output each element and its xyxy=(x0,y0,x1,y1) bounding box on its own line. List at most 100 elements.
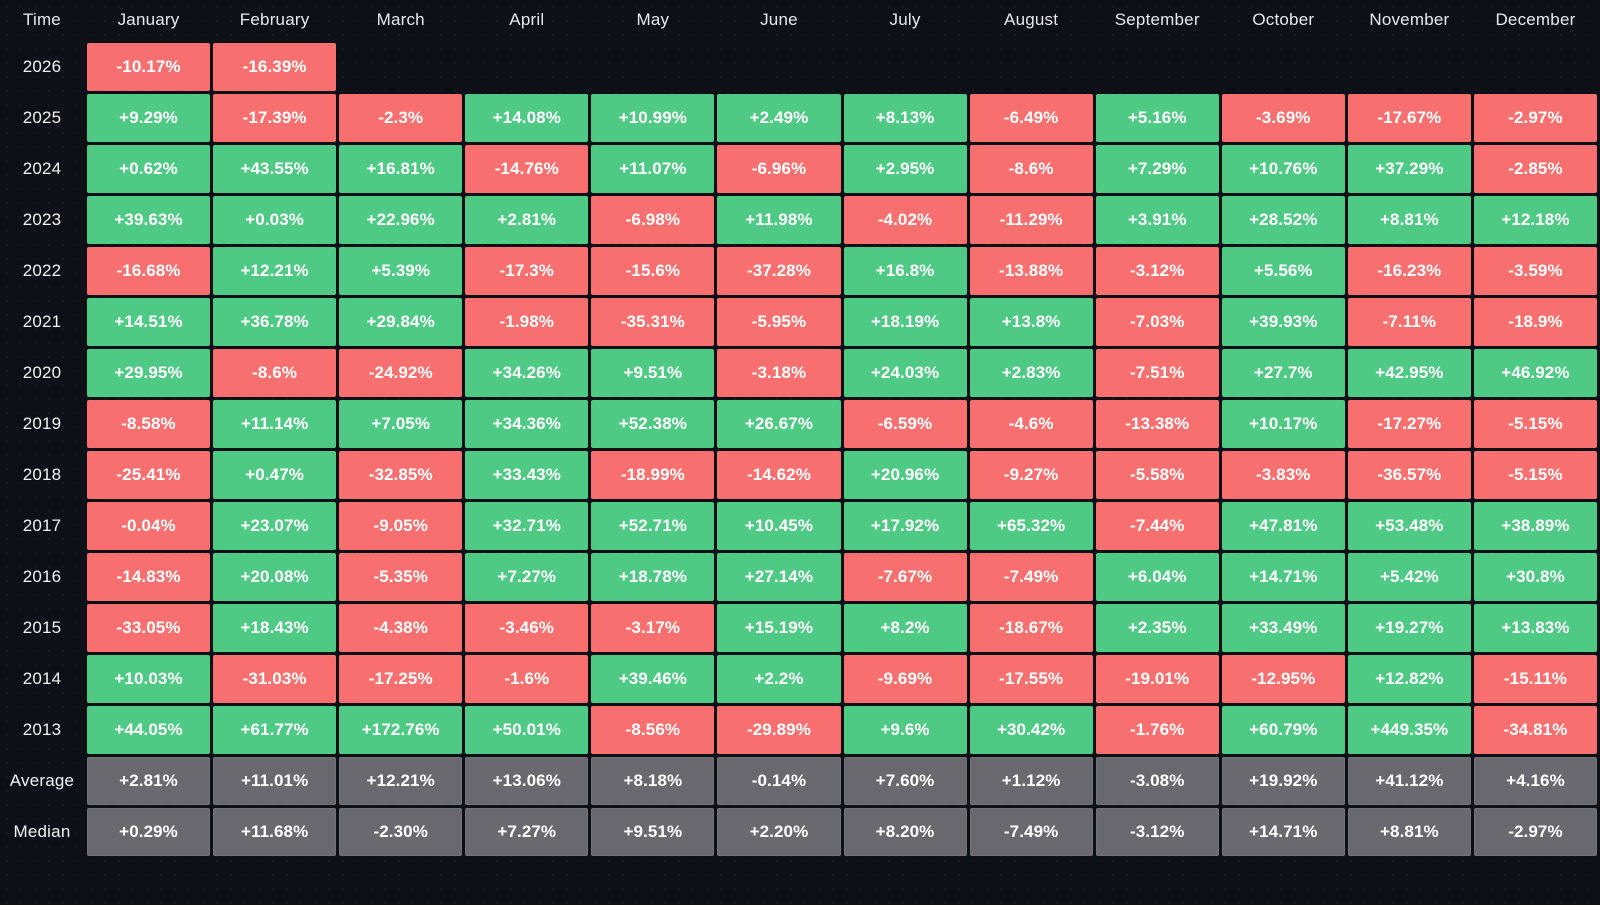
return-cell: -3.69% xyxy=(1221,94,1345,142)
return-cell: -31.03% xyxy=(213,655,337,703)
return-cell: +0.29% xyxy=(87,808,211,856)
return-cell: -25.41% xyxy=(87,451,211,499)
return-cell: +47.81% xyxy=(1221,502,1345,550)
return-cell: -3.18% xyxy=(717,349,841,397)
return-cell: +12.21% xyxy=(213,247,337,295)
return-cell: +24.03% xyxy=(843,349,967,397)
return-cell: -2.97% xyxy=(1473,808,1597,856)
month-header: December xyxy=(1495,10,1576,29)
return-cell: +2.20% xyxy=(717,808,841,856)
return-cell: -6.96% xyxy=(717,145,841,193)
return-cell: -7.49% xyxy=(969,808,1093,856)
row-label: 2022 xyxy=(22,261,62,280)
return-cell: +11.98% xyxy=(717,196,841,244)
return-cell: +11.68% xyxy=(213,808,337,856)
return-cell: -6.49% xyxy=(969,94,1093,142)
return-cell: -9.69% xyxy=(843,655,967,703)
return-cell: -4.02% xyxy=(843,196,967,244)
return-cell: +33.49% xyxy=(1221,604,1345,652)
return-cell: +16.81% xyxy=(339,145,463,193)
row-label: 2024 xyxy=(22,159,62,178)
return-cell: +2.2% xyxy=(717,655,841,703)
return-cell: -1.76% xyxy=(1095,706,1219,754)
return-cell: -19.01% xyxy=(1095,655,1219,703)
return-cell: -5.15% xyxy=(1473,400,1597,448)
return-cell: +7.05% xyxy=(339,400,463,448)
return-cell: +8.13% xyxy=(843,94,967,142)
return-cell: +8.81% xyxy=(1347,196,1471,244)
return-cell: +8.20% xyxy=(843,808,967,856)
return-cell: +14.71% xyxy=(1221,808,1345,856)
return-cell: +52.38% xyxy=(591,400,715,448)
return-cell: -3.08% xyxy=(1095,757,1219,805)
month-header: July xyxy=(889,10,921,29)
return-cell: +12.21% xyxy=(339,757,463,805)
return-cell: +8.2% xyxy=(843,604,967,652)
empty-cell xyxy=(1096,43,1219,91)
row-label: 2025 xyxy=(22,108,62,127)
return-cell: +42.95% xyxy=(1347,349,1471,397)
return-cell: -8.6% xyxy=(213,349,337,397)
return-cell: -3.12% xyxy=(1095,808,1219,856)
return-cell: +43.55% xyxy=(213,145,337,193)
row-label: 2017 xyxy=(22,516,62,535)
return-cell: -35.31% xyxy=(591,298,715,346)
return-cell: -6.98% xyxy=(591,196,715,244)
return-cell: -29.89% xyxy=(717,706,841,754)
return-cell: +27.7% xyxy=(1221,349,1345,397)
return-cell: -8.6% xyxy=(969,145,1093,193)
return-cell: +2.35% xyxy=(1095,604,1219,652)
return-cell: +13.8% xyxy=(969,298,1093,346)
month-header: April xyxy=(509,10,545,29)
row-label: 2015 xyxy=(22,618,62,637)
return-cell: -3.59% xyxy=(1473,247,1597,295)
return-cell: +10.03% xyxy=(87,655,211,703)
return-cell: +12.18% xyxy=(1473,196,1597,244)
return-cell: +172.76% xyxy=(339,706,463,754)
return-cell: +19.92% xyxy=(1221,757,1345,805)
row-label: 2014 xyxy=(22,669,62,688)
month-header: February xyxy=(239,10,310,29)
return-cell: +27.14% xyxy=(717,553,841,601)
return-cell: +4.16% xyxy=(1473,757,1597,805)
return-cell: +7.27% xyxy=(465,808,589,856)
return-cell: +22.96% xyxy=(339,196,463,244)
return-cell: +8.81% xyxy=(1347,808,1471,856)
return-cell: +15.19% xyxy=(717,604,841,652)
return-cell: +20.08% xyxy=(213,553,337,601)
return-cell: -4.38% xyxy=(339,604,463,652)
return-cell: +16.8% xyxy=(843,247,967,295)
return-cell: +30.8% xyxy=(1473,553,1597,601)
return-cell: +14.08% xyxy=(465,94,589,142)
empty-cell xyxy=(591,43,714,91)
return-cell: -0.04% xyxy=(87,502,211,550)
return-cell: -18.67% xyxy=(969,604,1093,652)
return-cell: +2.95% xyxy=(843,145,967,193)
return-cell: -0.14% xyxy=(717,757,841,805)
return-cell: +38.89% xyxy=(1473,502,1597,550)
return-cell: -17.55% xyxy=(969,655,1093,703)
month-header: March xyxy=(376,10,425,29)
return-cell: -32.85% xyxy=(339,451,463,499)
monthly-returns-heatmap: Time January February March April May June July… xyxy=(10,10,1597,856)
return-cell: +39.46% xyxy=(591,655,715,703)
return-cell: -10.17% xyxy=(87,43,211,91)
return-cell: +33.43% xyxy=(465,451,589,499)
row-label: 2019 xyxy=(22,414,62,433)
return-cell: +29.84% xyxy=(339,298,463,346)
return-cell: +2.83% xyxy=(969,349,1093,397)
return-cell: +53.48% xyxy=(1347,502,1471,550)
return-cell: -14.62% xyxy=(717,451,841,499)
return-cell: +7.60% xyxy=(843,757,967,805)
return-cell: +30.42% xyxy=(969,706,1093,754)
return-cell: -18.9% xyxy=(1473,298,1597,346)
empty-cell xyxy=(1222,43,1345,91)
month-header: January xyxy=(117,10,180,29)
month-header: June xyxy=(760,10,798,29)
empty-cell xyxy=(465,43,588,91)
return-cell: -18.99% xyxy=(591,451,715,499)
return-cell: +28.52% xyxy=(1221,196,1345,244)
return-cell: -13.38% xyxy=(1095,400,1219,448)
return-cell: +23.07% xyxy=(213,502,337,550)
return-cell: -7.03% xyxy=(1095,298,1219,346)
